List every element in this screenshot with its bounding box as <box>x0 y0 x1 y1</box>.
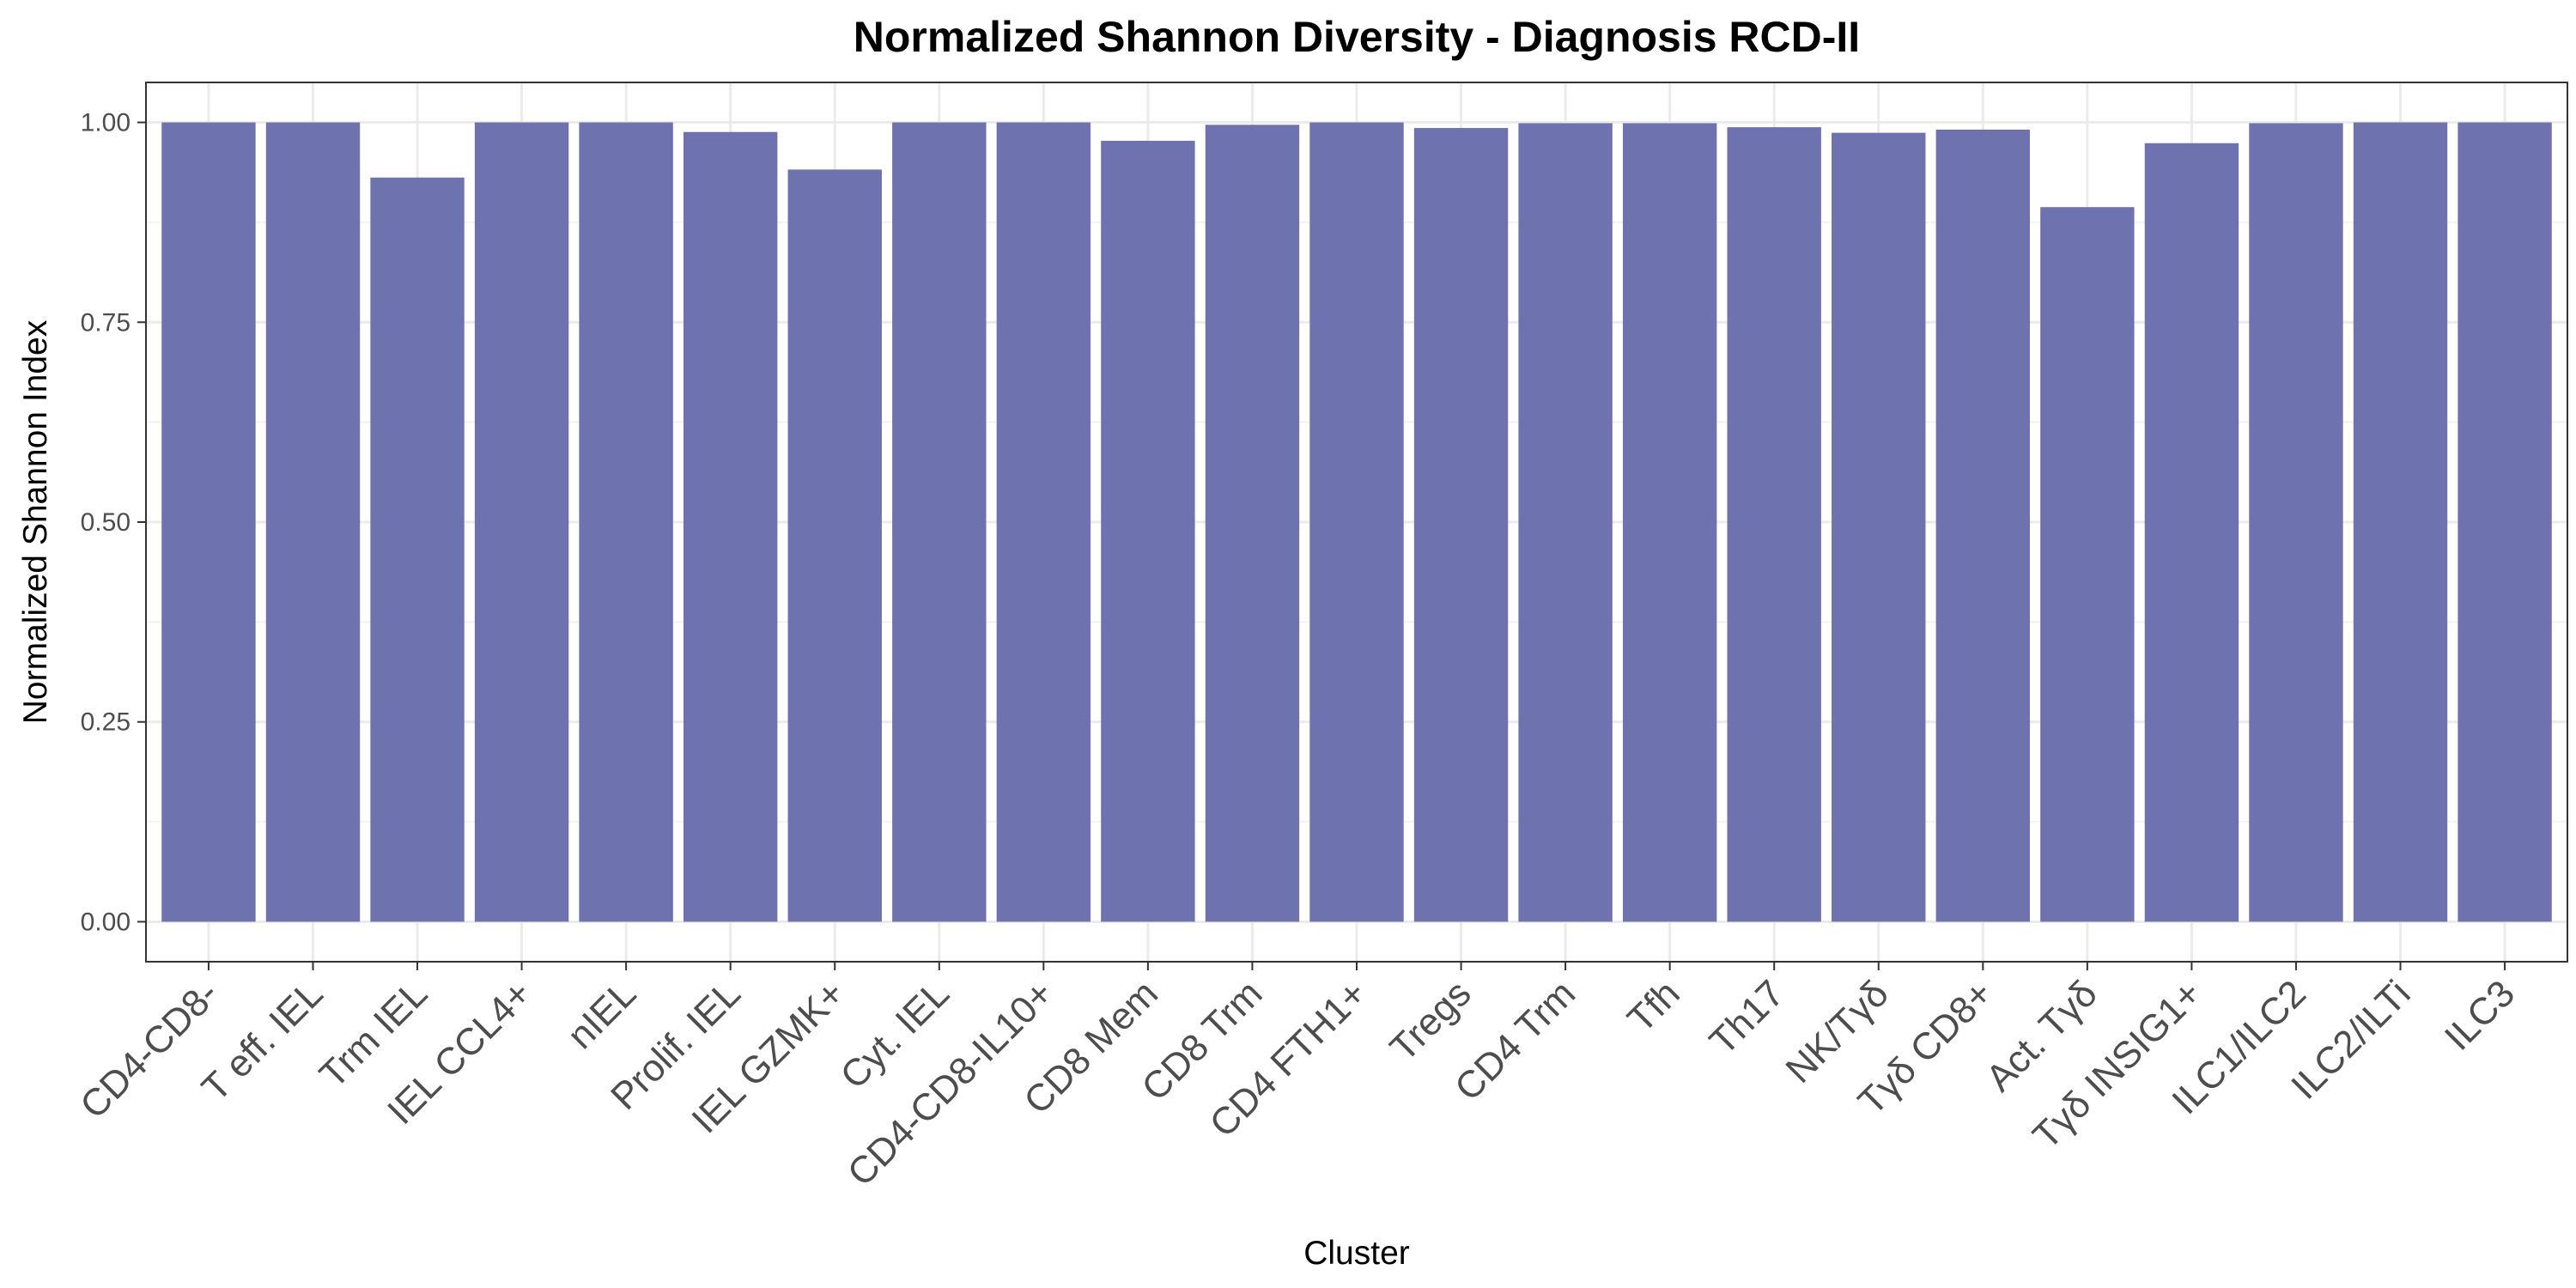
bar <box>1101 140 1195 922</box>
x-tick-label: ILC3 <box>2437 972 2523 1058</box>
bar <box>683 131 778 922</box>
bar <box>370 177 465 922</box>
bar <box>265 122 361 922</box>
bar <box>2249 123 2343 922</box>
x-tick-label: CD4-CD8- <box>72 972 227 1127</box>
y-tick-label: 0.50 <box>81 508 131 537</box>
bar <box>2144 143 2239 922</box>
x-tick-label: nIEL <box>560 972 645 1057</box>
y-tick-label: 0.25 <box>81 708 131 737</box>
y-axis-ticks: 0.00 0.25 0.50 0.75 1.00 <box>81 109 146 936</box>
x-tick-label: Th17 <box>1702 972 1793 1063</box>
y-tick-label: 0.75 <box>81 308 131 337</box>
bar <box>787 169 882 922</box>
y-tick-label: 0.00 <box>81 908 131 936</box>
y-axis-title: Normalized Shannon Index <box>17 319 54 724</box>
bar <box>2353 122 2448 922</box>
y-tick-label: 1.00 <box>81 109 131 137</box>
x-tick-label: Tregs <box>1382 972 1479 1069</box>
x-tick-label: Tfh <box>1619 972 1688 1041</box>
bar <box>1727 127 1821 922</box>
bar <box>1935 129 2031 922</box>
bar <box>579 122 673 922</box>
bars-group <box>161 122 2552 922</box>
bar <box>996 122 1091 922</box>
bar <box>1622 123 1717 922</box>
x-axis-title: Cluster <box>1303 1235 1410 1272</box>
bar <box>1518 123 1613 922</box>
bar <box>474 122 569 922</box>
bar <box>1309 122 1404 922</box>
bar <box>2458 122 2552 922</box>
chart-title: Normalized Shannon Diversity - Diagnosis… <box>854 13 1860 61</box>
bar <box>161 122 256 922</box>
bar <box>2040 207 2135 922</box>
bar <box>1832 132 1926 922</box>
bar <box>892 122 987 922</box>
bar <box>1413 128 1509 922</box>
bar <box>1205 125 1300 922</box>
